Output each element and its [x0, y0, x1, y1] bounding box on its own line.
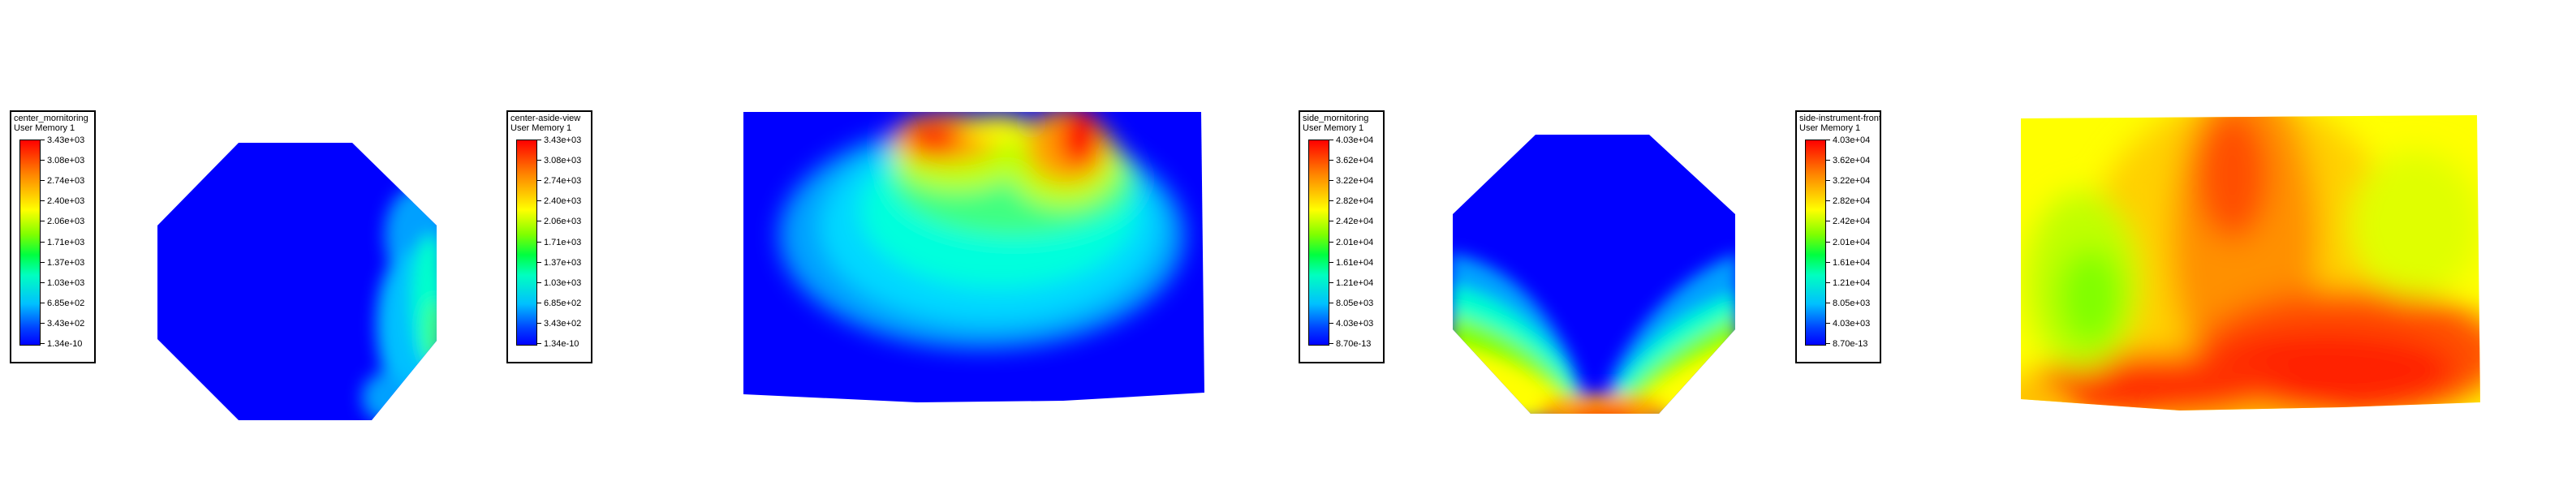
colorbar-tick-label: 1.37e+03	[544, 258, 582, 268]
colorbar	[1805, 140, 1826, 346]
contour-plot-center-aside-view	[743, 112, 1204, 402]
colorbar-tick-label: 2.06e+03	[47, 217, 85, 226]
colorbar-tick	[1329, 200, 1333, 201]
colorbar-tick	[1329, 343, 1333, 344]
colorbar-tick-label: 2.82e+04	[1833, 196, 1871, 206]
colorbar-tick	[1329, 282, 1333, 283]
legend-subtitle: User Memory 1	[14, 123, 75, 133]
colorbar-tick	[1329, 242, 1333, 243]
colorbar-tick-label: 8.70e-13	[1833, 339, 1868, 349]
colorbar	[19, 140, 41, 346]
colorbar-tick-label: 2.40e+03	[47, 196, 85, 206]
colorbar-tick	[536, 323, 541, 324]
colorbar-tick-label: 6.85e+02	[544, 299, 582, 308]
colorbar-tick-label: 4.03e+03	[1833, 319, 1871, 329]
colorbar-tick-label: 3.62e+04	[1833, 156, 1871, 165]
colorbar-tick	[1825, 242, 1830, 243]
colorbar-tick	[40, 242, 45, 243]
colorbar-tick	[40, 200, 45, 201]
colorbar-tick	[40, 180, 45, 181]
colorbar-tick-label: 2.06e+03	[544, 217, 582, 226]
colorbar-tick-label: 3.43e+02	[47, 319, 85, 329]
colorbar-tick	[1329, 262, 1333, 263]
colorbar-tick-label: 4.03e+04	[1833, 135, 1871, 145]
colorbar-tick	[536, 282, 541, 283]
colorbar-tick	[40, 343, 45, 344]
colorbar-tick	[1329, 323, 1333, 324]
colorbar-tick-label: 1.21e+04	[1833, 278, 1871, 288]
colorbar-tick-label: 2.42e+04	[1833, 217, 1871, 226]
colorbar-tick	[40, 282, 45, 283]
legend-subtitle: User Memory 1	[1303, 123, 1364, 133]
colorbar-tick	[40, 323, 45, 324]
colorbar-tick-label: 3.08e+03	[544, 156, 582, 165]
colorbar-tick-label: 1.03e+03	[544, 278, 582, 288]
colorbar-tick-label: 1.34e-10	[544, 339, 579, 349]
colorbar-tick	[536, 343, 541, 344]
colorbar	[516, 140, 537, 346]
colorbar-tick	[1825, 282, 1830, 283]
colorbar-legend-1: center_mornitoring User Memory 1 3.43e+0…	[10, 110, 96, 363]
colorbar-tick-label: 1.61e+04	[1336, 258, 1374, 268]
legend-title: center_mornitoring	[14, 114, 88, 123]
colorbar-tick-label: 8.05e+03	[1336, 299, 1374, 308]
colorbar-tick-label: 3.43e+03	[544, 135, 582, 145]
colorbar-tick-label: 4.03e+03	[1336, 319, 1374, 329]
colorbar-tick	[536, 180, 541, 181]
colorbar-tick-label: 1.37e+03	[47, 258, 85, 268]
colorbar-tick	[536, 160, 541, 161]
colorbar-tick	[1825, 262, 1830, 263]
colorbar-tick-label: 3.43e+02	[544, 319, 582, 329]
contour-plot-side-instrument-front	[2021, 115, 2480, 410]
colorbar-tick	[1825, 323, 1830, 324]
colorbar-tick-label: 2.42e+04	[1336, 217, 1374, 226]
colorbar-legend-2: center-aside-view User Memory 1 3.43e+03…	[506, 110, 592, 363]
colorbar-tick-label: 3.62e+04	[1336, 156, 1374, 165]
colorbar-legend-3: side_mornitoring User Memory 1 4.03e+04 …	[1299, 110, 1385, 363]
contour-plot-center-mornitoring	[157, 143, 437, 420]
colorbar-tick-label: 3.08e+03	[47, 156, 85, 165]
colorbar-legend-4: side-instrument-front User Memory 1 4.03…	[1795, 110, 1881, 363]
colorbar-tick	[1329, 180, 1333, 181]
colorbar	[1308, 140, 1329, 346]
colorbar-tick-label: 2.01e+04	[1833, 238, 1871, 247]
colorbar-tick-label: 1.71e+03	[544, 238, 582, 247]
contour-plot-side-mornitoring	[1453, 135, 1735, 414]
colorbar-tick-label: 6.85e+02	[47, 299, 85, 308]
colorbar-tick	[1825, 343, 1830, 344]
colorbar-tick-label: 2.74e+03	[47, 176, 85, 186]
colorbar-tick	[1825, 180, 1830, 181]
colorbar-tick-label: 3.22e+04	[1336, 176, 1374, 186]
colorbar-tick	[1329, 160, 1333, 161]
colorbar-tick-label: 1.61e+04	[1833, 258, 1871, 268]
colorbar-tick-label: 2.40e+03	[544, 196, 582, 206]
colorbar-tick-label: 3.43e+03	[47, 135, 85, 145]
colorbar-tick	[1825, 200, 1830, 201]
colorbar-tick-label: 1.34e-10	[47, 339, 83, 349]
colorbar-tick	[40, 262, 45, 263]
legend-subtitle: User Memory 1	[1799, 123, 1861, 133]
colorbar-tick	[40, 160, 45, 161]
colorbar-tick	[1825, 160, 1830, 161]
colorbar-tick	[536, 242, 541, 243]
legend-subtitle: User Memory 1	[510, 123, 572, 133]
colorbar-tick-label: 4.03e+04	[1336, 135, 1374, 145]
colorbar-tick-label: 1.03e+03	[47, 278, 85, 288]
legend-title: side-instrument-front	[1799, 114, 1881, 123]
colorbar-tick-label: 8.05e+03	[1833, 299, 1871, 308]
colorbar-tick-label: 2.74e+03	[544, 176, 582, 186]
colorbar-tick-label: 2.01e+04	[1336, 238, 1374, 247]
colorbar-tick	[536, 200, 541, 201]
colorbar-tick-label: 3.22e+04	[1833, 176, 1871, 186]
colorbar-tick	[536, 262, 541, 263]
colorbar-tick-label: 2.82e+04	[1336, 196, 1374, 206]
colorbar-tick-label: 1.21e+04	[1336, 278, 1374, 288]
legend-title: center-aside-view	[510, 114, 581, 123]
colorbar-tick-label: 8.70e-13	[1336, 339, 1372, 349]
colorbar-tick-label: 1.71e+03	[47, 238, 85, 247]
legend-title: side_mornitoring	[1303, 114, 1369, 123]
